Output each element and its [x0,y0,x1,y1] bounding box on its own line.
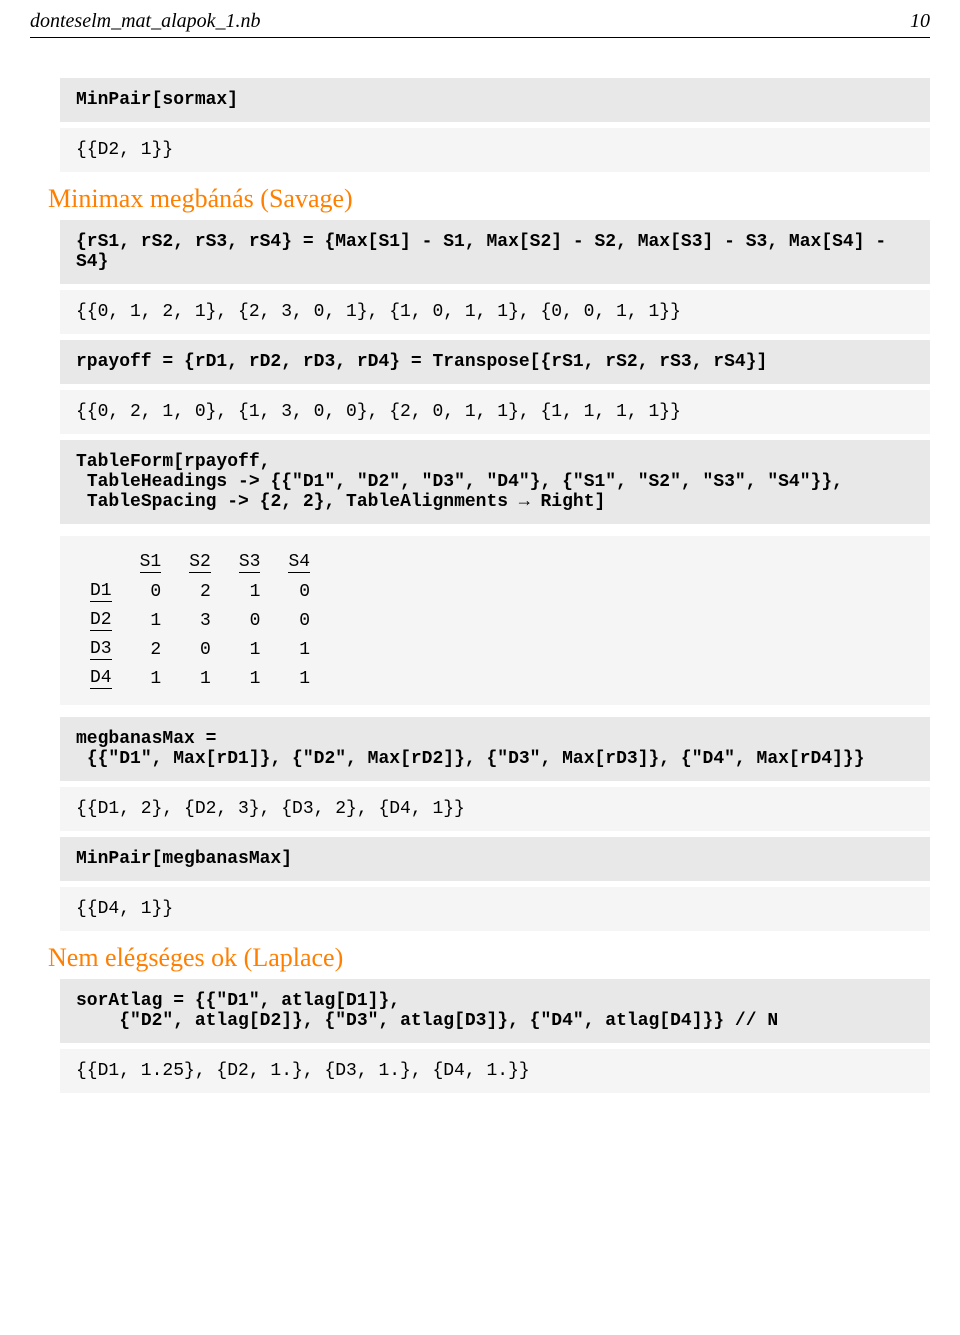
row-header: D2 [76,606,126,635]
table-cell: 3 [175,606,225,635]
page-header: donteselm_mat_alapok_1.nb 10 [0,0,960,37]
row-header: D3 [76,635,126,664]
code-input: MinPair[megbanasMax] [60,837,930,881]
table-cell: 2 [175,577,225,606]
table-header-row: S1 S2 S3 S4 [76,548,324,577]
code-output: {{0, 1, 2, 1}, {2, 3, 0, 1}, {1, 0, 1, 1… [60,290,930,334]
code-input: megbanasMax = {{"D1", Max[rD1]}, {"D2", … [60,717,930,781]
page-number: 10 [910,10,930,33]
table-cell: 1 [274,664,324,693]
table-cell: 1 [225,635,275,664]
table-cell: 1 [225,577,275,606]
table-cell: 1 [126,606,176,635]
row-header: D4 [76,664,126,693]
code-output: {{D2, 1}} [60,128,930,172]
col-header: S4 [274,548,324,577]
table-cell: 1 [175,664,225,693]
page: donteselm_mat_alapok_1.nb 10 MinPair[sor… [0,0,960,1119]
code-input: sorAtlag = {{"D1", atlag[D1]}, {"D2", at… [60,979,930,1043]
code-input: MinPair[sormax] [60,78,930,122]
header-divider [30,37,930,38]
table-cell: 0 [126,577,176,606]
section-heading-laplace: Nem elégséges ok (Laplace) [48,943,930,973]
col-header: S1 [126,548,176,577]
code-output: {{0, 2, 1, 0}, {1, 3, 0, 0}, {2, 0, 1, 1… [60,390,930,434]
table-row: D4 1 1 1 1 [76,664,324,693]
table-row: D2 1 3 0 0 [76,606,324,635]
payoff-table: S1 S2 S3 S4 D1 0 2 1 0 D2 1 3 0 0 D3 2 [76,548,324,693]
code-output: {{D1, 2}, {D2, 3}, {D3, 2}, {D4, 1}} [60,787,930,831]
table-cell: 0 [175,635,225,664]
code-output: {{D1, 1.25}, {D2, 1.}, {D3, 1.}, {D4, 1.… [60,1049,930,1093]
col-header: S3 [225,548,275,577]
table-cell: 2 [126,635,176,664]
row-header: D1 [76,577,126,606]
table-corner [76,548,126,577]
table-cell: 1 [126,664,176,693]
table-output: S1 S2 S3 S4 D1 0 2 1 0 D2 1 3 0 0 D3 2 [60,536,930,705]
table-cell: 0 [225,606,275,635]
code-input: {rS1, rS2, rS3, rS4} = {Max[S1] - S1, Ma… [60,220,930,284]
code-output: {{D4, 1}} [60,887,930,931]
filename: donteselm_mat_alapok_1.nb [30,10,261,33]
code-input: rpayoff = {rD1, rD2, rD3, rD4} = Transpo… [60,340,930,384]
table-row: D1 0 2 1 0 [76,577,324,606]
table-cell: 0 [274,606,324,635]
section-heading-savage: Minimax megbánás (Savage) [48,184,930,214]
table-row: D3 2 0 1 1 [76,635,324,664]
table-cell: 1 [274,635,324,664]
table-cell: 0 [274,577,324,606]
col-header: S2 [175,548,225,577]
table-cell: 1 [225,664,275,693]
code-input: TableForm[rpayoff, TableHeadings -> {{"D… [60,440,930,524]
